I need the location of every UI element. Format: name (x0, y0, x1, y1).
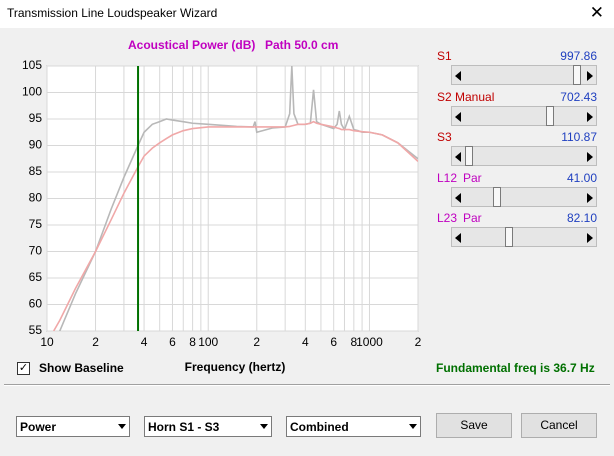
x-tick-label: 2 (92, 335, 99, 349)
slider-mode: Manual (455, 89, 495, 104)
y-tick-label: 90 (29, 138, 43, 152)
series-group (52, 66, 418, 331)
x-tick-label: 4 (302, 335, 309, 349)
slider-label: L12 (437, 170, 458, 185)
y-tick-label: 100 (22, 85, 42, 99)
slider-mode: Par (463, 211, 482, 225)
dropdown[interactable]: Horn S1 - S3 (144, 416, 272, 437)
slider-value: 82.10 (566, 211, 597, 225)
slider-thumb[interactable] (546, 105, 554, 126)
slider-label: S1 (437, 49, 452, 63)
x-tick-label: 100 (198, 335, 218, 349)
slider-value: 997.86 (560, 49, 597, 63)
slider-label: S2 (437, 89, 452, 104)
x-tick-label: 1000 (356, 335, 383, 349)
dropdown[interactable]: Combined (286, 416, 421, 437)
y-tick-label: 70 (29, 244, 43, 258)
close-button[interactable]: ✕ (589, 3, 604, 22)
slider[interactable] (451, 146, 597, 166)
arrow-right[interactable] (587, 192, 593, 203)
y-tick-label: 75 (29, 217, 43, 231)
arrow-right[interactable] (587, 71, 593, 81)
slider-thumb[interactable] (573, 65, 581, 85)
dropdown[interactable]: Power (16, 416, 130, 437)
chart-subtitle: Path 50.0 cm (265, 38, 338, 52)
title-bar: Transmission Line Loudspeaker Wizard ✕ (0, 0, 614, 28)
slider[interactable] (451, 227, 597, 247)
x-tick-label: 6 (169, 335, 176, 349)
fundamental-label: Fundamental freq is 36.7 Hz (436, 361, 595, 375)
arrow-right[interactable] (587, 111, 593, 122)
separator (4, 384, 610, 386)
arrow-left[interactable] (455, 192, 461, 203)
x-axis-label: Frequency (hertz) (185, 360, 286, 374)
save-button[interactable]: Save (436, 413, 512, 438)
window-title: Transmission Line Loudspeaker Wizard (7, 6, 218, 20)
arrow-left[interactable] (455, 233, 461, 243)
x-tick-label: 6 (330, 335, 337, 349)
slider-mode: Par (463, 170, 482, 185)
arrow-left[interactable] (455, 152, 461, 162)
x-tick-label: 10 (40, 335, 54, 349)
x-tick-label: 2 (415, 335, 422, 349)
y-tick-label: 85 (29, 164, 43, 178)
arrow-right[interactable] (587, 152, 593, 162)
slider-value: 110.87 (561, 130, 597, 144)
y-tick-label: 55 (29, 323, 43, 337)
y-tick-label: 65 (29, 270, 43, 284)
dropdown-text: Power (20, 420, 57, 434)
chart: Acoustical Power (dB) Path 50.0 cm Frequ… (22, 38, 422, 374)
slider-value: 41.00 (566, 170, 597, 185)
slider[interactable] (451, 186, 597, 207)
slider-label: L23 (437, 211, 458, 225)
slider-value: 702.43 (560, 89, 597, 104)
arrow-left[interactable] (455, 111, 461, 122)
arrow-right[interactable] (587, 233, 593, 243)
x-tick-label: 2 (253, 335, 260, 349)
dropdown-text: Horn S1 - S3 (148, 420, 220, 434)
chart-title: Acoustical Power (dB) (128, 38, 255, 52)
slider-thumb[interactable] (505, 227, 513, 247)
checkbox-label[interactable]: Show Baseline (39, 361, 124, 375)
slider-label: S3 (437, 130, 452, 144)
slider-thumb[interactable] (493, 186, 501, 207)
x-tick-label: 4 (141, 335, 148, 349)
arrow-left[interactable] (455, 71, 461, 81)
series-line (52, 120, 418, 331)
dropdown-text: Combined (290, 420, 349, 434)
y-tick-label: 105 (22, 58, 42, 72)
x-tick-label: 8 (189, 335, 196, 349)
slider[interactable] (451, 105, 597, 126)
cancel-button[interactable]: Cancel (521, 413, 597, 438)
slider-thumb[interactable] (465, 146, 473, 166)
y-tick-label: 80 (29, 191, 43, 205)
grid (46, 65, 419, 332)
checkbox[interactable]: ✓ (17, 362, 30, 375)
y-tick-label: 95 (29, 111, 43, 125)
y-tick-label: 60 (29, 297, 43, 311)
series-line (58, 66, 418, 331)
slider[interactable] (451, 65, 597, 85)
x-tick-label: 8 (350, 335, 357, 349)
